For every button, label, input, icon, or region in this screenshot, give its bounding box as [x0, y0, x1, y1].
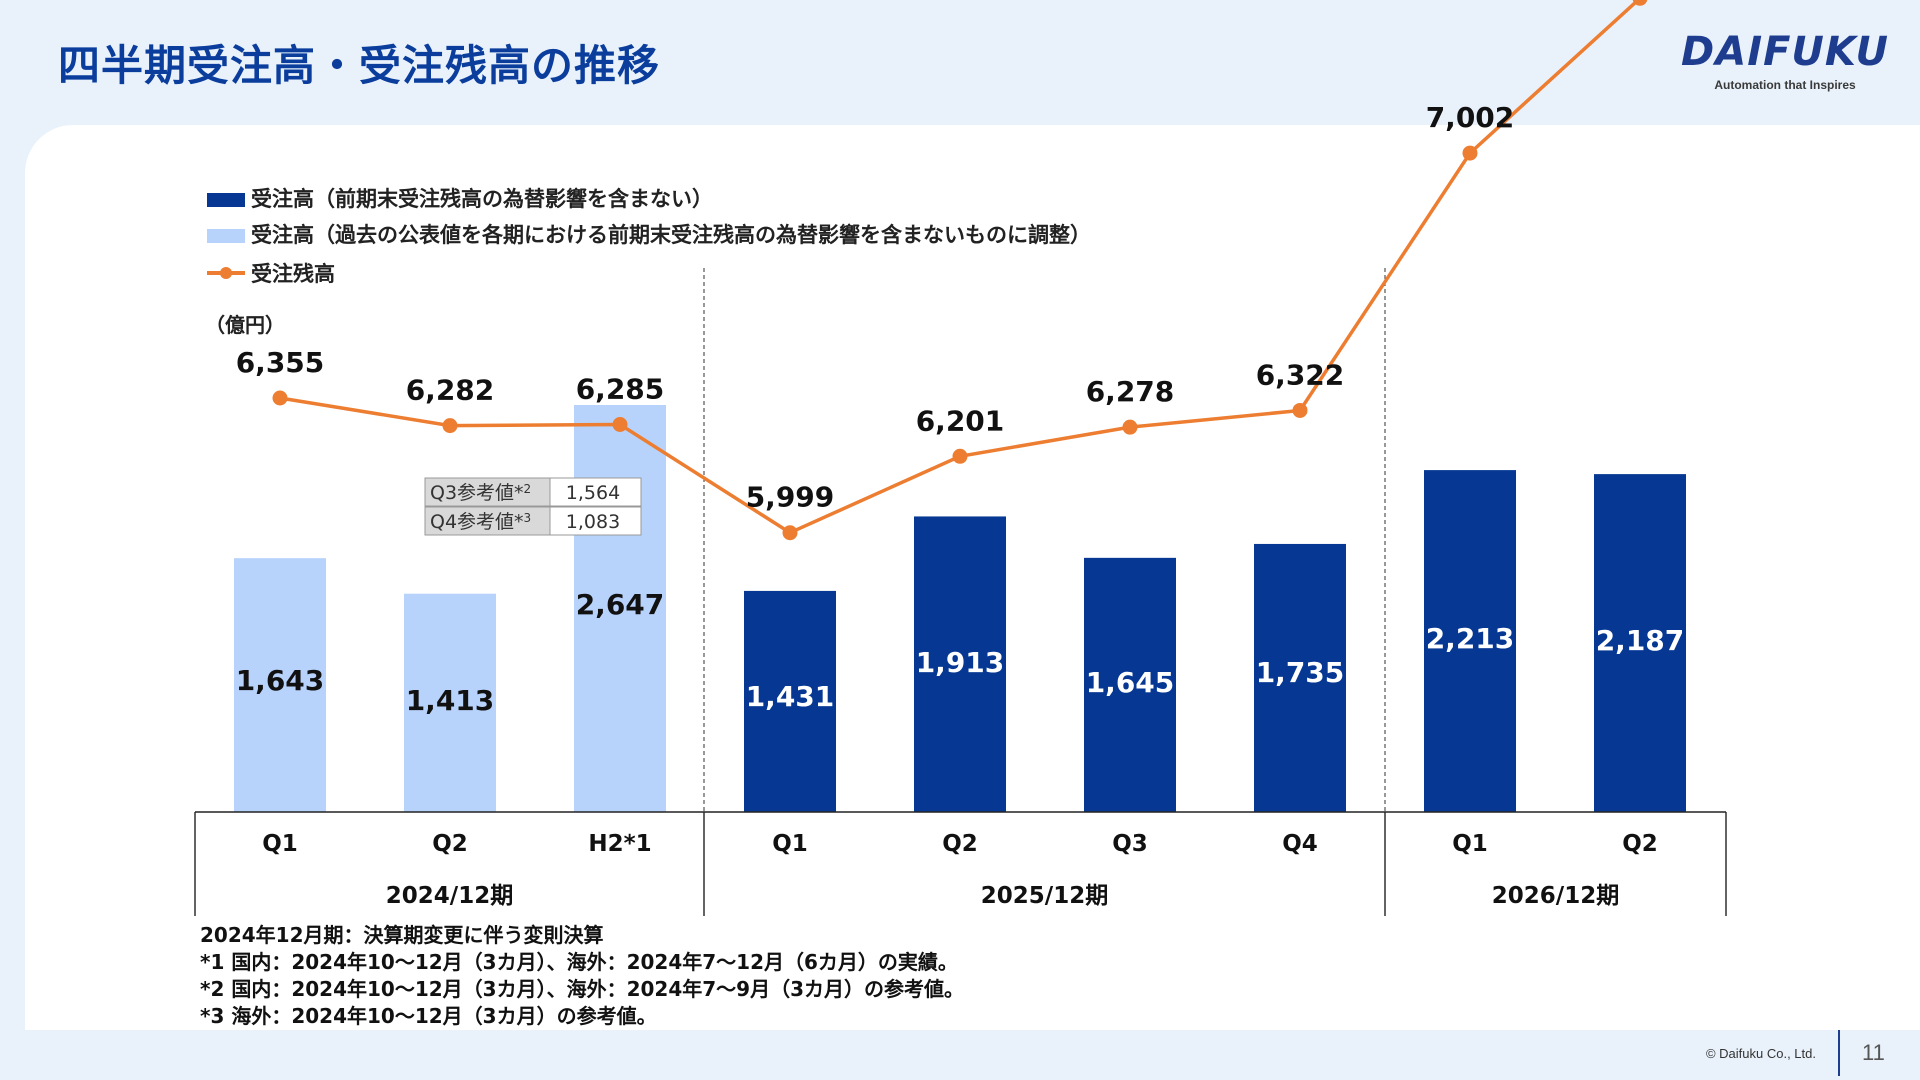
footnote: *3 海外：2024年10～12月（3カ月）の参考値。 [200, 1004, 657, 1028]
bar-value-label: 1,643 [236, 664, 325, 697]
unit-label: （億円） [205, 313, 285, 337]
logo-tagline: Automation that Inspires [1714, 78, 1856, 92]
backlog-value-label: 6,201 [916, 404, 1005, 437]
bar-value-label: 1,431 [746, 680, 835, 713]
x-tick-label: Q2 [1622, 831, 1658, 857]
x-group-label: 2026/12期 [1492, 883, 1619, 909]
bar [1254, 543, 1346, 812]
bar-value-label: 1,735 [1256, 656, 1345, 689]
legend-dark-bar-swatch [207, 193, 245, 207]
backlog-value-label: 7,002 [1426, 101, 1515, 134]
backlog-marker [612, 416, 628, 432]
backlog-marker [952, 448, 968, 464]
bar [1594, 474, 1686, 812]
backlog-value-label: 5,999 [746, 481, 835, 514]
legend-line-label: 受注残高 [251, 262, 335, 286]
backlog-marker [782, 525, 798, 541]
backlog-marker [1292, 402, 1308, 418]
x-group-label: 2025/12期 [981, 883, 1108, 909]
bar-value-label: 2,187 [1596, 624, 1685, 657]
legend-dark-bar-label: 受注高（前期末受注残高の為替影響を含まない） [251, 187, 713, 211]
bar [914, 516, 1006, 812]
bar-value-label: 1,413 [406, 684, 495, 717]
reference-callout-pointer [578, 536, 618, 580]
reference-value-cell [549, 477, 642, 507]
bar [574, 405, 666, 812]
legend-line-marker [220, 267, 232, 279]
page-number: 11 [1862, 1040, 1885, 1065]
footnote: *1 国内：2024年10～12月（3カ月）、海外：2024年7～12月（6カ月… [200, 950, 958, 974]
page-title: 四半期受注高・受注残高の推移 [58, 41, 661, 90]
bar-value-label: 1,913 [916, 646, 1005, 679]
logo-brand: DAIFUKU [1681, 29, 1889, 75]
x-tick-label: Q1 [772, 831, 808, 857]
reference-value: 1,564 [566, 482, 620, 504]
x-tick-label: Q1 [262, 831, 298, 857]
legend-light-bar-label: 受注高（過去の公表値を各期における前期末受注残高の為替影響を含まないものに調整） [251, 223, 1091, 247]
bar [744, 590, 836, 812]
daifuku-logo: DAIFUKU Automation that Inspires [1680, 30, 1890, 92]
bar [404, 593, 496, 812]
bar [1084, 557, 1176, 812]
bar [234, 558, 326, 812]
x-tick-label: H2*1 [588, 831, 651, 857]
copyright: © Daifuku Co., Ltd. [1705, 1046, 1816, 1061]
backlog-marker [272, 390, 288, 406]
backlog-value-label: 6,355 [236, 346, 325, 379]
reference-value-cell [549, 506, 642, 536]
x-tick-label: Q2 [432, 831, 468, 857]
bar [1424, 470, 1516, 812]
footnote: 2024年12月期：決算期変更に伴う変則決算 [200, 923, 604, 947]
backlog-marker [1122, 419, 1138, 435]
reference-value: 1,083 [566, 511, 620, 533]
x-group-label: 2024/12期 [386, 883, 513, 909]
x-tick-label: Q4 [1282, 831, 1318, 857]
reference-label: Q4参考値*3 [430, 511, 531, 533]
backlog-value-label: 6,322 [1256, 358, 1345, 391]
bar-value-label: 1,645 [1086, 666, 1175, 699]
reference-label-cell [424, 477, 551, 507]
reference-label: Q3参考値*2 [430, 482, 531, 504]
x-tick-label: Q2 [942, 831, 978, 857]
legend-light-bar-swatch [207, 229, 245, 243]
backlog-marker [1632, 0, 1648, 6]
backlog-value-label: 6,285 [576, 372, 665, 405]
footnote: *2 国内：2024年10～12月（3カ月）、海外：2024年7～9月（3カ月）… [200, 977, 964, 1001]
bar-value-label: 2,647 [576, 588, 665, 621]
backlog-marker [1462, 145, 1478, 161]
footer-divider [1838, 1030, 1840, 1076]
backlog-value-label: 6,278 [1086, 375, 1175, 408]
backlog-value-label: 6,282 [406, 374, 495, 407]
bar-value-label: 2,213 [1426, 622, 1515, 655]
x-tick-label: Q1 [1452, 831, 1488, 857]
backlog-marker [442, 418, 458, 434]
x-tick-label: Q3 [1112, 831, 1148, 857]
